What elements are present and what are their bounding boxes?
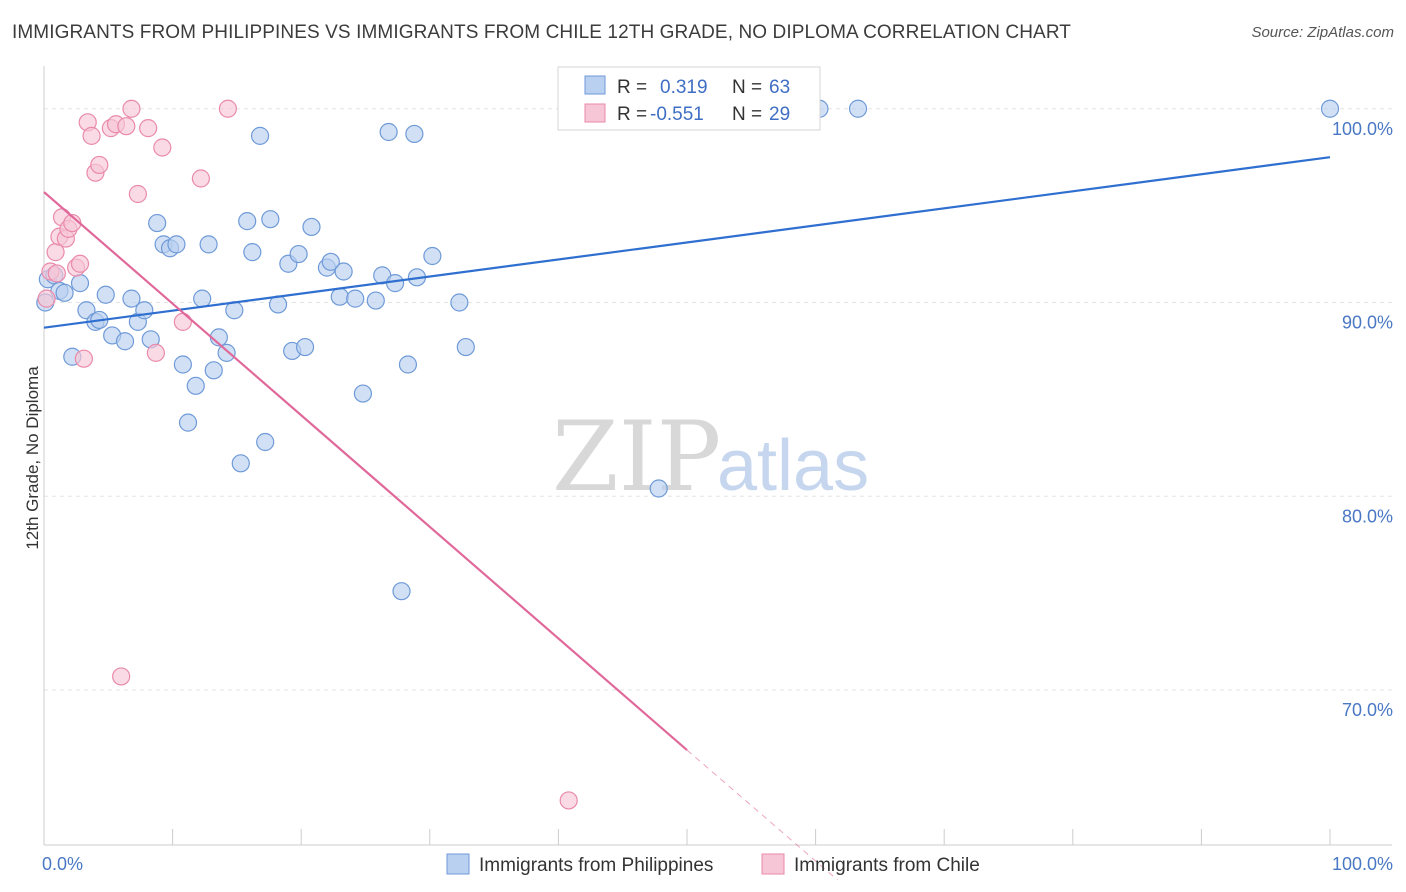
point-philippines-27 [217, 343, 236, 362]
y-tick-label-1: 80.0% [1342, 506, 1393, 526]
point-philippines-19 [167, 235, 186, 254]
point-philippines-9 [96, 285, 115, 304]
point-chile-28 [47, 264, 66, 283]
point-philippines-47 [366, 291, 385, 310]
point-philippines-61 [1320, 99, 1340, 118]
point-chile-18 [117, 117, 136, 136]
x-tick-labels: 0.0% 100.0% [42, 854, 1393, 874]
trend-line-chile-extension [686, 749, 838, 881]
series-legend-label-chile: Immigrants from Chile [794, 855, 980, 876]
point-philippines-31 [243, 243, 262, 262]
point-philippines-57 [456, 337, 475, 357]
x-tick-label-1: 100.0% [1332, 854, 1393, 874]
trend-lines [43, 156, 1331, 881]
point-philippines-11 [115, 332, 135, 351]
legend-n-label-1: N = [732, 77, 762, 98]
point-philippines-33 [256, 432, 275, 452]
point-philippines-32 [250, 126, 270, 145]
point-philippines-50 [385, 274, 405, 293]
series-legend: Immigrants from Philippines Immigrants f… [446, 853, 980, 876]
point-philippines-58 [649, 479, 668, 498]
point-philippines-49 [379, 122, 398, 142]
correlation-legend: R = 0.319 N = 63 R = -0.551 N = 29 [557, 66, 821, 131]
legend-swatch-philippines [584, 75, 606, 95]
legend-r-value-2: -0.551 [650, 104, 704, 125]
source-label: Source: ZipAtlas.com [1251, 24, 1394, 41]
point-philippines-52 [398, 355, 418, 374]
trend-line-chile [43, 191, 688, 751]
point-philippines-23 [193, 289, 212, 308]
point-philippines-40 [302, 217, 321, 237]
point-philippines-12 [122, 289, 141, 308]
point-philippines-16 [148, 213, 167, 233]
grid-lines [44, 108, 1392, 691]
legend-n-value-1: 63 [769, 77, 790, 98]
point-philippines-5 [70, 274, 90, 293]
point-chile-20 [128, 184, 147, 204]
point-chile-21 [139, 119, 158, 138]
point-chile-26 [218, 99, 237, 118]
y-tick-label-0: 70.0% [1342, 700, 1393, 720]
point-philippines-60 [848, 99, 868, 118]
point-philippines-30 [238, 212, 257, 231]
point-chile-0 [37, 289, 56, 308]
x-tick-label-0: 0.0% [42, 854, 83, 874]
axes [43, 66, 1392, 846]
point-chile-23 [153, 138, 172, 157]
point-philippines-55 [423, 246, 442, 266]
point-chile-17 [112, 667, 131, 686]
point-chile-14 [90, 155, 109, 175]
series-chile-points [37, 99, 578, 810]
point-philippines-20 [173, 355, 192, 374]
legend-n-label-2: N = [732, 104, 762, 125]
y-tick-labels: 70.0% 80.0% 90.0% 100.0% [1332, 119, 1393, 720]
watermark-atlas: atlas [717, 426, 869, 506]
point-chile-19 [122, 99, 141, 118]
point-philippines-51 [392, 582, 411, 601]
point-philippines-45 [346, 289, 365, 308]
point-philippines-53 [405, 124, 424, 144]
y-tick-label-3: 100.0% [1332, 119, 1393, 139]
point-chile-9 [70, 254, 90, 273]
point-philippines-3 [55, 283, 74, 302]
point-philippines-46 [353, 384, 373, 403]
point-philippines-21 [178, 413, 198, 432]
point-philippines-43 [330, 287, 349, 306]
series-legend-swatch-chile [761, 853, 785, 875]
series-legend-swatch-philippines [446, 853, 470, 875]
point-philippines-24 [199, 235, 218, 254]
point-philippines-34 [261, 210, 280, 229]
point-philippines-42 [321, 252, 340, 271]
point-chile-27 [559, 791, 578, 810]
point-philippines-25 [204, 361, 223, 380]
legend-swatch-chile [584, 103, 606, 123]
chart-title: IMMIGRANTS FROM PHILIPPINES VS IMMIGRANT… [12, 22, 1072, 43]
series-philippines-points [36, 99, 1340, 601]
watermark: ZIP atlas [552, 401, 869, 513]
y-tick-label-2: 90.0% [1342, 313, 1393, 333]
watermark-zip: ZIP [552, 401, 721, 513]
point-chile-12 [82, 126, 101, 145]
point-philippines-56 [450, 293, 469, 312]
y-axis-label: 12th Grade, No Diploma [23, 366, 42, 550]
point-philippines-29 [231, 454, 250, 473]
series-legend-label-philippines: Immigrants from Philippines [479, 855, 713, 876]
point-chile-25 [191, 169, 210, 188]
legend-r-value-1: 0.319 [660, 77, 708, 98]
trend-line-philippines [43, 156, 1331, 329]
legend-n-value-2: 29 [769, 104, 790, 125]
point-chile-22 [146, 343, 165, 362]
point-philippines-38 [289, 244, 308, 264]
point-philippines-44 [334, 262, 353, 281]
point-philippines-39 [295, 337, 315, 357]
legend-r-label-1: R = [617, 77, 647, 98]
point-chile-10 [74, 349, 93, 368]
legend-r-label-2: R = [617, 104, 647, 125]
point-chile-24 [173, 312, 192, 331]
point-philippines-22 [186, 376, 205, 395]
